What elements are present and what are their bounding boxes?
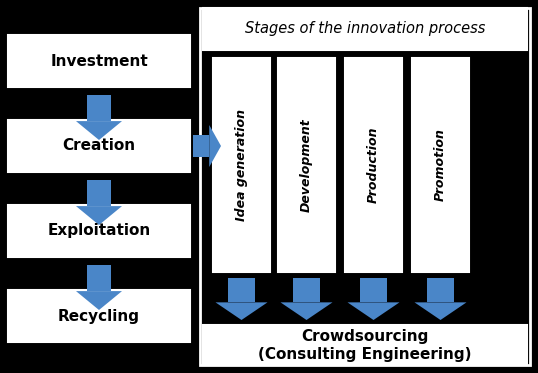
Polygon shape xyxy=(228,278,255,303)
Bar xyxy=(8,120,190,172)
Text: Idea generation: Idea generation xyxy=(235,109,248,221)
Text: Promotion: Promotion xyxy=(434,129,447,201)
Bar xyxy=(213,58,270,272)
Text: Recycling: Recycling xyxy=(58,308,140,323)
Bar xyxy=(345,58,402,272)
Polygon shape xyxy=(87,180,111,206)
Polygon shape xyxy=(293,278,320,303)
Bar xyxy=(8,35,190,87)
Text: Exploitation: Exploitation xyxy=(47,223,151,238)
Polygon shape xyxy=(87,265,111,291)
Polygon shape xyxy=(427,278,454,303)
Text: Creation: Creation xyxy=(62,138,136,154)
Polygon shape xyxy=(76,121,122,140)
Polygon shape xyxy=(348,303,400,320)
Polygon shape xyxy=(193,135,209,157)
Text: Development: Development xyxy=(300,118,313,212)
Bar xyxy=(203,325,527,365)
Text: Stages of the innovation process: Stages of the innovation process xyxy=(245,22,485,37)
Polygon shape xyxy=(216,303,267,320)
Bar xyxy=(412,58,469,272)
Bar xyxy=(203,8,527,50)
Bar xyxy=(8,290,190,342)
Bar xyxy=(278,58,335,272)
Bar xyxy=(8,205,190,257)
Text: Investment: Investment xyxy=(50,53,148,69)
Polygon shape xyxy=(87,95,111,121)
Polygon shape xyxy=(280,303,332,320)
Text: Production: Production xyxy=(367,127,380,203)
Polygon shape xyxy=(76,206,122,225)
Polygon shape xyxy=(209,125,221,167)
Bar xyxy=(200,8,530,365)
Polygon shape xyxy=(360,278,387,303)
Text: (Consulting Engineering): (Consulting Engineering) xyxy=(258,347,472,361)
Text: Crowdsourcing: Crowdsourcing xyxy=(301,329,429,345)
Polygon shape xyxy=(76,291,122,310)
Polygon shape xyxy=(414,303,466,320)
